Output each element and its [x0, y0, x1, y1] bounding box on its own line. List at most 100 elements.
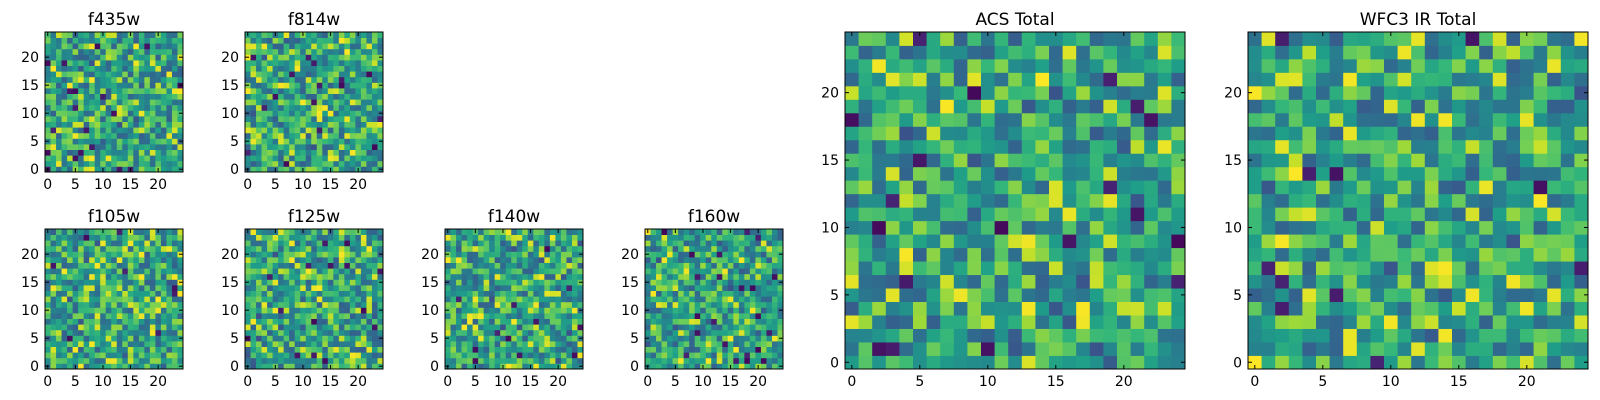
heatmap-cell [1248, 342, 1262, 356]
heatmap-cell [1049, 72, 1063, 87]
heatmap-cell [533, 257, 540, 263]
heatmap-cell [899, 301, 914, 316]
heatmap-cell [67, 48, 73, 55]
heatmap-cell [349, 341, 356, 347]
heatmap-cell [327, 273, 334, 280]
heatmap-cell [83, 43, 90, 50]
heatmap-cell [111, 99, 118, 106]
heatmap-cell [61, 279, 68, 286]
heatmap-cell [1130, 180, 1145, 195]
heatmap-cell [83, 245, 90, 252]
heatmap-cell [160, 273, 167, 280]
heatmap-cell [577, 240, 584, 247]
heatmap-cell [171, 357, 178, 364]
heatmap-cell [371, 324, 378, 331]
heatmap-cell [127, 346, 134, 353]
heatmap-cell [300, 307, 307, 314]
heatmap-cell [105, 37, 112, 44]
heatmap-cell [461, 268, 468, 275]
heatmap-cell [478, 313, 485, 319]
heatmap-cell [289, 329, 296, 336]
heatmap-cell [278, 110, 285, 117]
heatmap-cell [544, 268, 551, 275]
heatmap-cell [694, 251, 701, 258]
heatmap-cell [160, 257, 167, 263]
heatmap-cell [94, 37, 101, 44]
heatmap-cell [338, 324, 345, 331]
heatmap-cell [940, 274, 955, 289]
heatmap-cell [250, 307, 257, 314]
heatmap-cell [250, 313, 257, 319]
heatmap-cell [483, 335, 490, 342]
heatmap-cell [667, 357, 673, 364]
heatmap-cell [177, 268, 184, 275]
heatmap-cell [305, 43, 312, 50]
heatmap-cell [771, 268, 778, 275]
heatmap-cell [678, 262, 685, 269]
heatmap-cell [478, 324, 485, 331]
heatmap-cell [61, 229, 68, 235]
heatmap-cell [716, 357, 723, 364]
heatmap-cell [94, 279, 101, 286]
heatmap-cell [166, 257, 173, 263]
heatmap-cell [494, 229, 501, 235]
heatmap-cell [144, 357, 151, 364]
heatmap-cell [89, 76, 96, 83]
heatmap-cell [885, 180, 900, 195]
heatmap-cell [483, 229, 490, 235]
heatmap-cell [89, 341, 96, 347]
heatmap-cell [560, 257, 567, 263]
heatmap-cell [127, 71, 134, 78]
heatmap-cell [1506, 315, 1521, 329]
heatmap-cell [1343, 153, 1358, 168]
heatmap-cell [311, 82, 318, 89]
heatmap-cell [500, 262, 507, 269]
heatmap-cell [133, 116, 140, 122]
heatmap-cell [300, 234, 307, 241]
heatmap-cell [355, 318, 362, 325]
heatmap-cell [566, 352, 573, 359]
heatmap-cell [700, 273, 707, 280]
heatmap-cell [1574, 261, 1589, 276]
heatmap-cell [683, 346, 690, 353]
heatmap-cell [1008, 32, 1023, 46]
heatmap-cell [333, 60, 340, 66]
heatmap-cell [560, 251, 567, 258]
heatmap-cell [50, 155, 57, 162]
heatmap-cell [305, 329, 312, 336]
heatmap-cell [327, 352, 334, 359]
heatmap-cell [144, 160, 151, 167]
heatmap-cell [78, 273, 85, 280]
y-tick-label: 0 [430, 359, 439, 375]
heatmap-cell [327, 65, 334, 72]
heatmap-cell [138, 110, 145, 117]
heatmap-cell [316, 245, 323, 252]
heatmap-cell [377, 273, 384, 280]
heatmap-cell [111, 273, 118, 280]
heatmap-cell [116, 296, 123, 303]
heatmap-cell [50, 127, 57, 134]
heatmap-cell [78, 144, 85, 150]
heatmap-cell [256, 65, 262, 72]
heatmap-cell [872, 112, 887, 127]
heatmap-cell [149, 341, 156, 347]
heatmap-cell [83, 324, 90, 331]
heatmap-cell [360, 93, 367, 100]
heatmap-cell [733, 273, 740, 280]
heatmap-cell [322, 329, 329, 336]
heatmap-cell [571, 229, 578, 235]
heatmap-cell [467, 234, 473, 241]
heatmap-cell [500, 273, 507, 280]
heatmap-cell [645, 262, 651, 269]
heatmap-cell [913, 32, 927, 46]
heatmap-cell [1089, 288, 1104, 302]
heatmap-cell [1130, 274, 1145, 289]
heatmap-cell [656, 279, 662, 286]
heatmap-cell [749, 341, 756, 347]
heatmap-cell [967, 166, 982, 181]
heatmap-cell [78, 99, 85, 106]
heatmap-cell [872, 153, 887, 168]
heatmap-cell [926, 180, 941, 195]
heatmap-cell [89, 273, 96, 280]
heatmap-cell [338, 82, 345, 89]
